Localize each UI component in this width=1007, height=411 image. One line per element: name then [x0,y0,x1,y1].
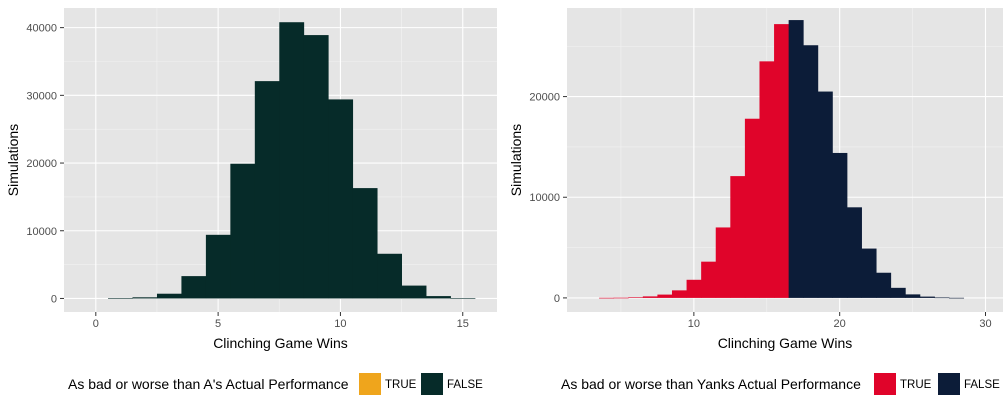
histogram-bar [744,118,760,298]
y-axis-title: Simulations [5,124,21,196]
histogram-bar [108,298,133,299]
histogram-bar [671,290,687,298]
x-tick-label: 0 [93,318,99,330]
x-axis-title: Clinching Game Wins [213,335,348,351]
histogram-bar [303,35,329,299]
x-tick-label: 10 [334,318,346,330]
histogram-bar [861,248,877,298]
histogram-bar [377,253,402,299]
histogram-bar [613,297,629,299]
legend-swatch-false [938,373,960,395]
histogram-bar [599,297,615,299]
histogram-bar [876,272,892,298]
legend-title: As bad or worse than Yanks Actual Perfor… [561,376,861,392]
x-tick-label: 10 [688,318,700,330]
y-tick-label: 0 [51,293,57,305]
histogram-bar [846,207,862,298]
histogram-bar [934,297,950,299]
histogram-bar [701,261,717,298]
y-tick-label: 0 [554,293,560,305]
y-tick-label: 20000 [26,158,57,170]
histogram-bar [686,279,702,298]
histogram-bar [890,287,906,298]
histogram-bar [919,296,935,298]
legend-label-false: FALSE [964,379,1000,391]
chart-yankees: 10 20 30 0 10000 20000 Clinching Game Wins Simu… [508,8,1003,395]
histogram-bar [905,294,921,298]
y-tick-label: 40000 [26,23,57,35]
histogram-bar [759,61,775,298]
histogram-bar [328,99,354,299]
histogram-bar [254,81,280,299]
histogram-bar [642,296,658,298]
y-tick-label: 20000 [529,92,560,104]
chart-athletics: 0 5 10 15 0 10000 20000 30000 40000 Clinching Gam… [5,8,497,395]
histogram-bar [949,297,965,299]
histogram-bar [230,163,256,299]
histogram-bar [774,24,790,298]
y-tick-label: 30000 [26,90,57,102]
histogram-bar [181,276,207,299]
histogram-bar [628,297,644,298]
histogram-bar [715,227,731,298]
histogram-bar [803,45,819,298]
histogram-bar [788,20,804,298]
x-tick-label: 5 [215,318,221,330]
x-axis-title: Clinching Game Wins [718,335,853,351]
histogram-bar [401,285,427,299]
legend-label-true: TRUE [385,379,417,391]
histogram-bar [279,22,305,299]
histogram-bar [450,298,476,299]
histogram-bar [156,293,182,299]
legend-title: As bad or worse than A's Actual Performa… [68,376,349,392]
legend-label-true: TRUE [900,379,932,391]
legend-swatch-false [421,373,443,395]
legend-label-false: FALSE [447,379,483,391]
y-axis-title: Simulations [508,124,524,196]
histogram-bar [832,152,848,298]
legend-swatch-true [874,373,896,395]
histogram-bar [817,91,833,298]
histogram-bar [426,296,451,299]
legend-swatch-true [359,373,381,395]
histogram-bar [730,176,746,298]
histogram-bar [132,297,158,299]
histogram-bar [352,188,378,299]
x-tick-label: 30 [979,318,991,330]
x-tick-label: 20 [834,318,846,330]
histogram-bar [205,234,231,299]
y-tick-label: 10000 [529,192,560,204]
histogram-bar [657,294,673,298]
x-tick-label: 15 [457,318,469,330]
y-tick-label: 10000 [26,226,57,238]
